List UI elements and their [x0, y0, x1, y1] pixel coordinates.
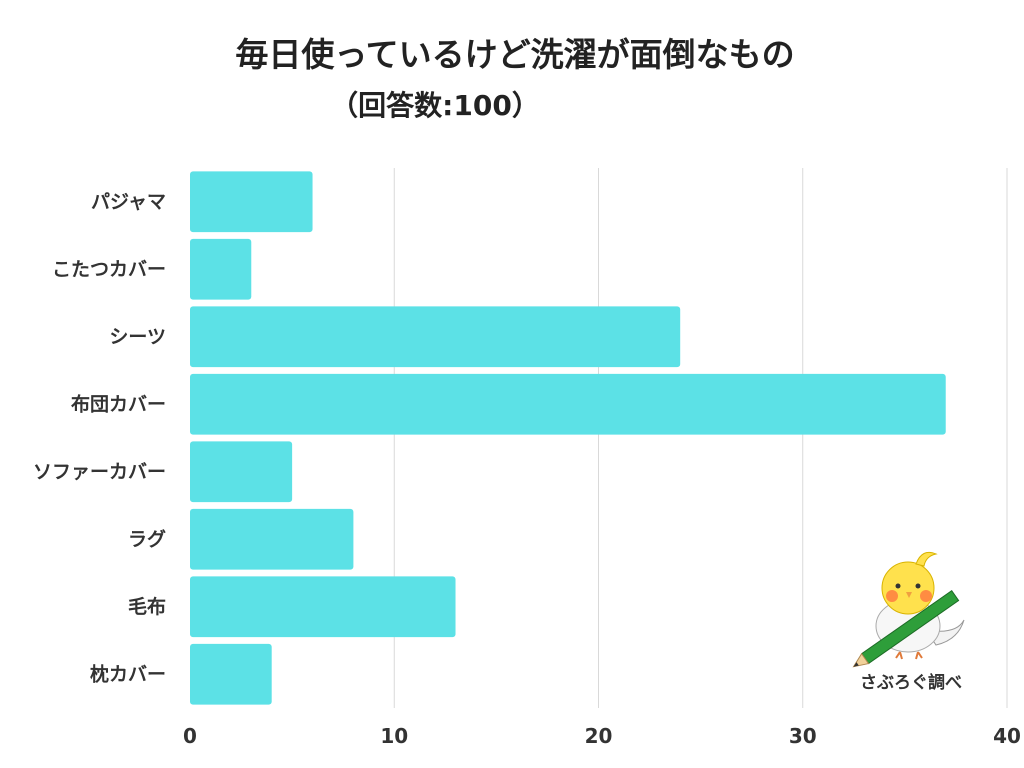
- chart-title: 毎日使っているけど洗濯が面倒なもの: [235, 35, 795, 74]
- bar: [190, 171, 313, 233]
- x-tick-label: 40: [993, 724, 1021, 748]
- category-label: 布団カバー: [71, 392, 166, 415]
- bar: [190, 508, 354, 570]
- category-label: こたつカバー: [52, 258, 166, 280]
- bar: [190, 306, 681, 368]
- category-label: シーツ: [109, 326, 166, 348]
- bar: [190, 373, 946, 435]
- bar: [190, 441, 293, 503]
- credit-badge: さぶろぐ調べ: [836, 540, 986, 700]
- category-label: ソファーカバー: [33, 461, 166, 483]
- bar: [190, 576, 456, 638]
- category-label: 毛布: [128, 595, 166, 618]
- x-tick-label: 0: [183, 724, 197, 748]
- bird-mascot-icon: [852, 551, 965, 668]
- credit-text: さぶろぐ調べ: [860, 673, 962, 693]
- chart-subtitle: （回答数:100）: [330, 89, 540, 122]
- x-tick-label: 20: [585, 724, 613, 748]
- category-label: ラグ: [128, 527, 166, 550]
- category-label: 枕カバー: [90, 662, 166, 685]
- x-tick-label: 10: [380, 724, 408, 748]
- bar: [190, 238, 252, 300]
- x-tick-label: 30: [789, 724, 817, 748]
- category-label: パジャマ: [91, 191, 166, 213]
- bar: [190, 643, 272, 705]
